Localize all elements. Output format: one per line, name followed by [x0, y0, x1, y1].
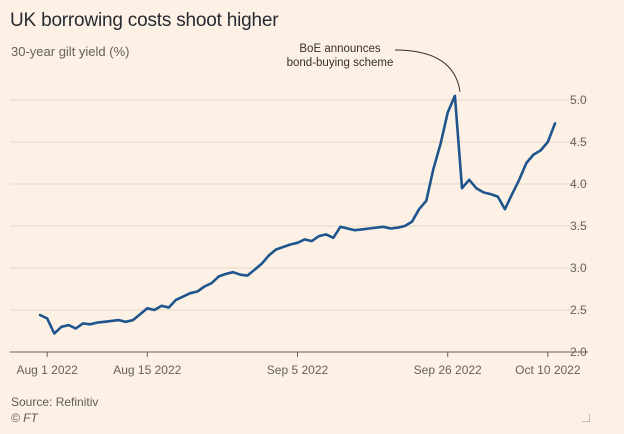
x-tick-label: Aug 15 2022: [113, 363, 181, 377]
y-axis-ticks: 2.0 2.5 3.0 3.5 4.0 4.5 5.0: [570, 93, 587, 359]
chart-title: UK borrowing costs shoot higher: [10, 10, 279, 31]
x-tick-label: Sep 26 2022: [414, 363, 482, 377]
y-tick-label: 5.0: [570, 93, 587, 107]
y-tick-label: 2.5: [570, 303, 587, 317]
annotation-text-line-1: BoE announces: [299, 43, 380, 55]
annotation-leader-line: [394, 49, 461, 92]
annotation-text-line-2: bond-buying scheme: [287, 57, 394, 69]
y-tick-label: 4.5: [570, 135, 587, 149]
series-line-gilt-yield: [38, 94, 557, 335]
x-axis-ticks: Aug 1 2022 Aug 15 2022 Sep 5 2022 Sep 26 20…: [16, 352, 581, 377]
copyright-note: © FT: [11, 411, 38, 425]
y-tick-label: 3.5: [570, 219, 587, 233]
y-tick-label: 3.0: [570, 261, 587, 275]
x-tick-label: Sep 5 2022: [267, 363, 329, 377]
resize-corner-icon: [582, 414, 590, 422]
x-tick-label: Aug 1 2022: [16, 363, 78, 377]
x-tick-label: Oct 10 2022: [515, 363, 581, 377]
y-tick-label: 2.0: [570, 345, 587, 359]
source-note: Source: Refinitiv: [11, 395, 99, 409]
chart-subtitle: 30-year gilt yield (%): [11, 44, 130, 59]
y-tick-label: 4.0: [570, 177, 587, 191]
grid-lines: [10, 99, 588, 353]
